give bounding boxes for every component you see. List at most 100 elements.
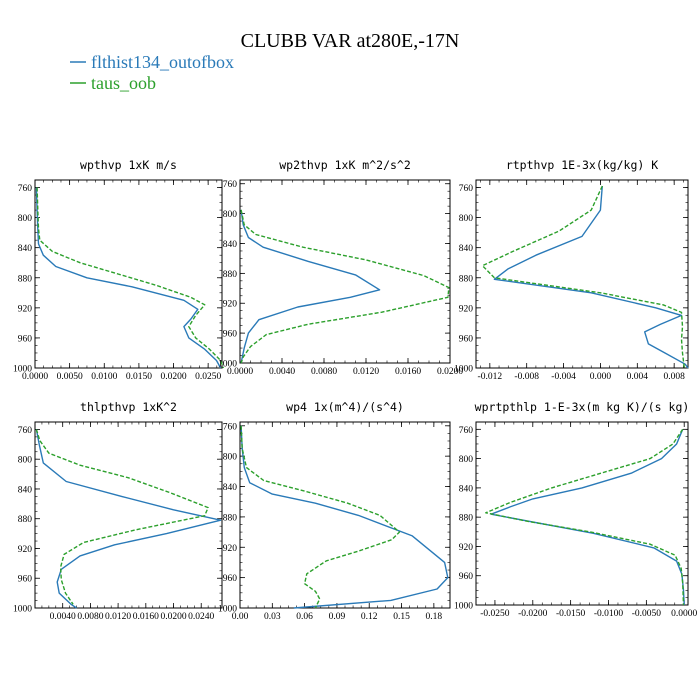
x-tick-label: -0.012 bbox=[478, 372, 503, 382]
series-line-taus_oob bbox=[485, 428, 685, 606]
panel-5: wprtpthlp 1-E-3x(m kg K)/(s kg) 760 800 840… bbox=[454, 400, 698, 619]
x-tick-label: -0.0200 bbox=[518, 609, 548, 619]
y-tick-label: 920 bbox=[18, 545, 33, 555]
x-tick-label: 0.15 bbox=[393, 612, 410, 622]
y-tick-label: 880 bbox=[459, 274, 474, 284]
y-tick-label: 960 bbox=[18, 334, 33, 344]
x-tick-label: 0.0080 bbox=[77, 612, 103, 622]
x-tick-label: 0.0160 bbox=[395, 367, 421, 377]
y-tick-label: 840 bbox=[18, 244, 33, 254]
y-tick-label: 960 bbox=[18, 575, 33, 585]
x-tick-label: 0.09 bbox=[329, 612, 346, 622]
y-tick-label: 920 bbox=[18, 304, 33, 314]
x-tick-label: 0.18 bbox=[426, 612, 443, 622]
x-tick-label: 0.0100 bbox=[91, 372, 117, 382]
y-tick-label: 960 bbox=[223, 574, 238, 584]
figure-title: CLUBB VAR at280E,-17N bbox=[241, 30, 460, 52]
series-line-taus_oob bbox=[35, 429, 209, 605]
x-tick-label: 0.0120 bbox=[105, 612, 131, 622]
panel-2: rtpthvp 1E-3x(kg/kg) K 760 800 840 880 920 960… bbox=[454, 158, 689, 382]
x-tick-label: 0.000 bbox=[590, 372, 612, 382]
y-tick-label: 760 bbox=[459, 184, 474, 194]
x-tick-label: 0.00 bbox=[232, 612, 249, 622]
x-tick-label: 0.0080 bbox=[311, 367, 337, 377]
y-tick-label: 800 bbox=[223, 453, 238, 463]
y-tick-label: 800 bbox=[459, 214, 474, 224]
y-tick-label: 760 bbox=[459, 426, 474, 436]
y-tick-label: 840 bbox=[223, 240, 238, 250]
x-tick-label: 0.0040 bbox=[269, 367, 295, 377]
panel-title: wp4 1x(m^4)/(s^4) bbox=[286, 400, 404, 414]
y-tick-label: 760 bbox=[18, 184, 33, 194]
panel-4: wp4 1x(m^4)/(s^4)76080084088092096010000… bbox=[218, 400, 451, 622]
panels: wpthvp 1xK m/s76080084088092096010000.00… bbox=[13, 158, 698, 622]
series-line-taus_oob bbox=[240, 209, 450, 364]
legend-label-1: taus_oob bbox=[91, 73, 156, 93]
panel-title: wprtpthlp 1-E-3x(m kg K)/(s kg) bbox=[475, 400, 690, 414]
x-tick-label: -0.004 bbox=[551, 372, 576, 382]
series-line-flthist134_outofbox bbox=[493, 185, 689, 369]
y-tick-label: 880 bbox=[18, 274, 33, 284]
x-tick-label: -0.0250 bbox=[480, 609, 510, 619]
y-tick-label: 880 bbox=[223, 270, 238, 280]
y-tick-label: 800 bbox=[459, 455, 474, 465]
y-tick-label: 920 bbox=[223, 300, 238, 310]
x-tick-label: 0.0050 bbox=[57, 372, 83, 382]
x-tick-label: 0.0000 bbox=[22, 372, 48, 382]
x-tick-label: 0.004 bbox=[627, 372, 649, 382]
panel-title: thlpthvp 1xK^2 bbox=[80, 400, 177, 414]
y-tick-label: 760 bbox=[223, 180, 238, 190]
plot-frame bbox=[34, 421, 223, 609]
y-tick-label: 800 bbox=[18, 456, 33, 466]
x-tick-label: 0.0000 bbox=[227, 367, 253, 377]
series-line-taus_oob bbox=[481, 185, 685, 369]
panel-title: wp2thvp 1xK m^2/s^2 bbox=[279, 158, 411, 172]
panel-title: rtpthvp 1E-3x(kg/kg) K bbox=[506, 158, 658, 172]
plot-frame bbox=[239, 421, 451, 609]
plot-frame bbox=[475, 179, 689, 369]
y-tick-label: 800 bbox=[18, 214, 33, 224]
panel-3: thlpthvp 1xK^2 760 800 840 880 920 960 1000 0.00… bbox=[13, 400, 223, 622]
x-tick-label: 0.0240 bbox=[188, 612, 214, 622]
y-tick-label: 960 bbox=[223, 330, 238, 340]
x-tick-label: 0.0250 bbox=[195, 372, 221, 382]
y-tick-label: 1000 bbox=[218, 360, 237, 370]
y-tick-label: 800 bbox=[223, 210, 238, 220]
series-line-flthist134_outofbox bbox=[35, 429, 222, 609]
y-tick-label: 840 bbox=[459, 484, 474, 494]
y-tick-label: 920 bbox=[223, 544, 238, 554]
series-line-flthist134_outofbox bbox=[240, 425, 449, 609]
x-tick-label: 0.0120 bbox=[353, 367, 379, 377]
y-tick-label: 880 bbox=[223, 513, 238, 523]
x-tick-label: 0.0200 bbox=[160, 372, 186, 382]
panel-title: wpthvp 1xK m/s bbox=[80, 158, 177, 172]
y-tick-label: 920 bbox=[459, 543, 474, 553]
y-tick-label: 840 bbox=[18, 485, 33, 495]
series-line-taus_oob bbox=[240, 425, 401, 609]
x-tick-label: -0.0050 bbox=[632, 609, 662, 619]
panel-0: wpthvp 1xK m/s76080084088092096010000.00… bbox=[13, 158, 225, 382]
y-tick-label: 960 bbox=[459, 572, 474, 582]
panel-1: wp2thvp 1xK m^2/s^2 760 800 840 880 920 960 100… bbox=[218, 158, 463, 377]
x-tick-label: 0.0040 bbox=[50, 612, 76, 622]
y-tick-label: 880 bbox=[459, 514, 474, 524]
x-tick-label: 0.0000 bbox=[671, 609, 697, 619]
x-tick-label: 0.0200 bbox=[437, 367, 463, 377]
series-line-taus_oob bbox=[36, 187, 225, 369]
x-tick-label: 0.0150 bbox=[126, 372, 152, 382]
y-tick-label: 840 bbox=[223, 483, 238, 493]
series-line-flthist134_outofbox bbox=[490, 429, 685, 606]
legend-label-0: flthist134_outofbox bbox=[91, 52, 234, 72]
x-tick-label: 0.12 bbox=[361, 612, 378, 622]
x-tick-label: 0.0200 bbox=[160, 612, 186, 622]
plot-frame bbox=[475, 421, 689, 606]
y-tick-label: 760 bbox=[18, 426, 33, 436]
y-tick-label: 840 bbox=[459, 244, 474, 254]
x-tick-label: 0.06 bbox=[296, 612, 313, 622]
series-line-flthist134_outofbox bbox=[35, 187, 222, 369]
x-tick-label: 0.0160 bbox=[133, 612, 159, 622]
x-tick-label: -0.0100 bbox=[594, 609, 624, 619]
plot-frame bbox=[34, 179, 223, 369]
x-tick-label: -0.008 bbox=[514, 372, 539, 382]
